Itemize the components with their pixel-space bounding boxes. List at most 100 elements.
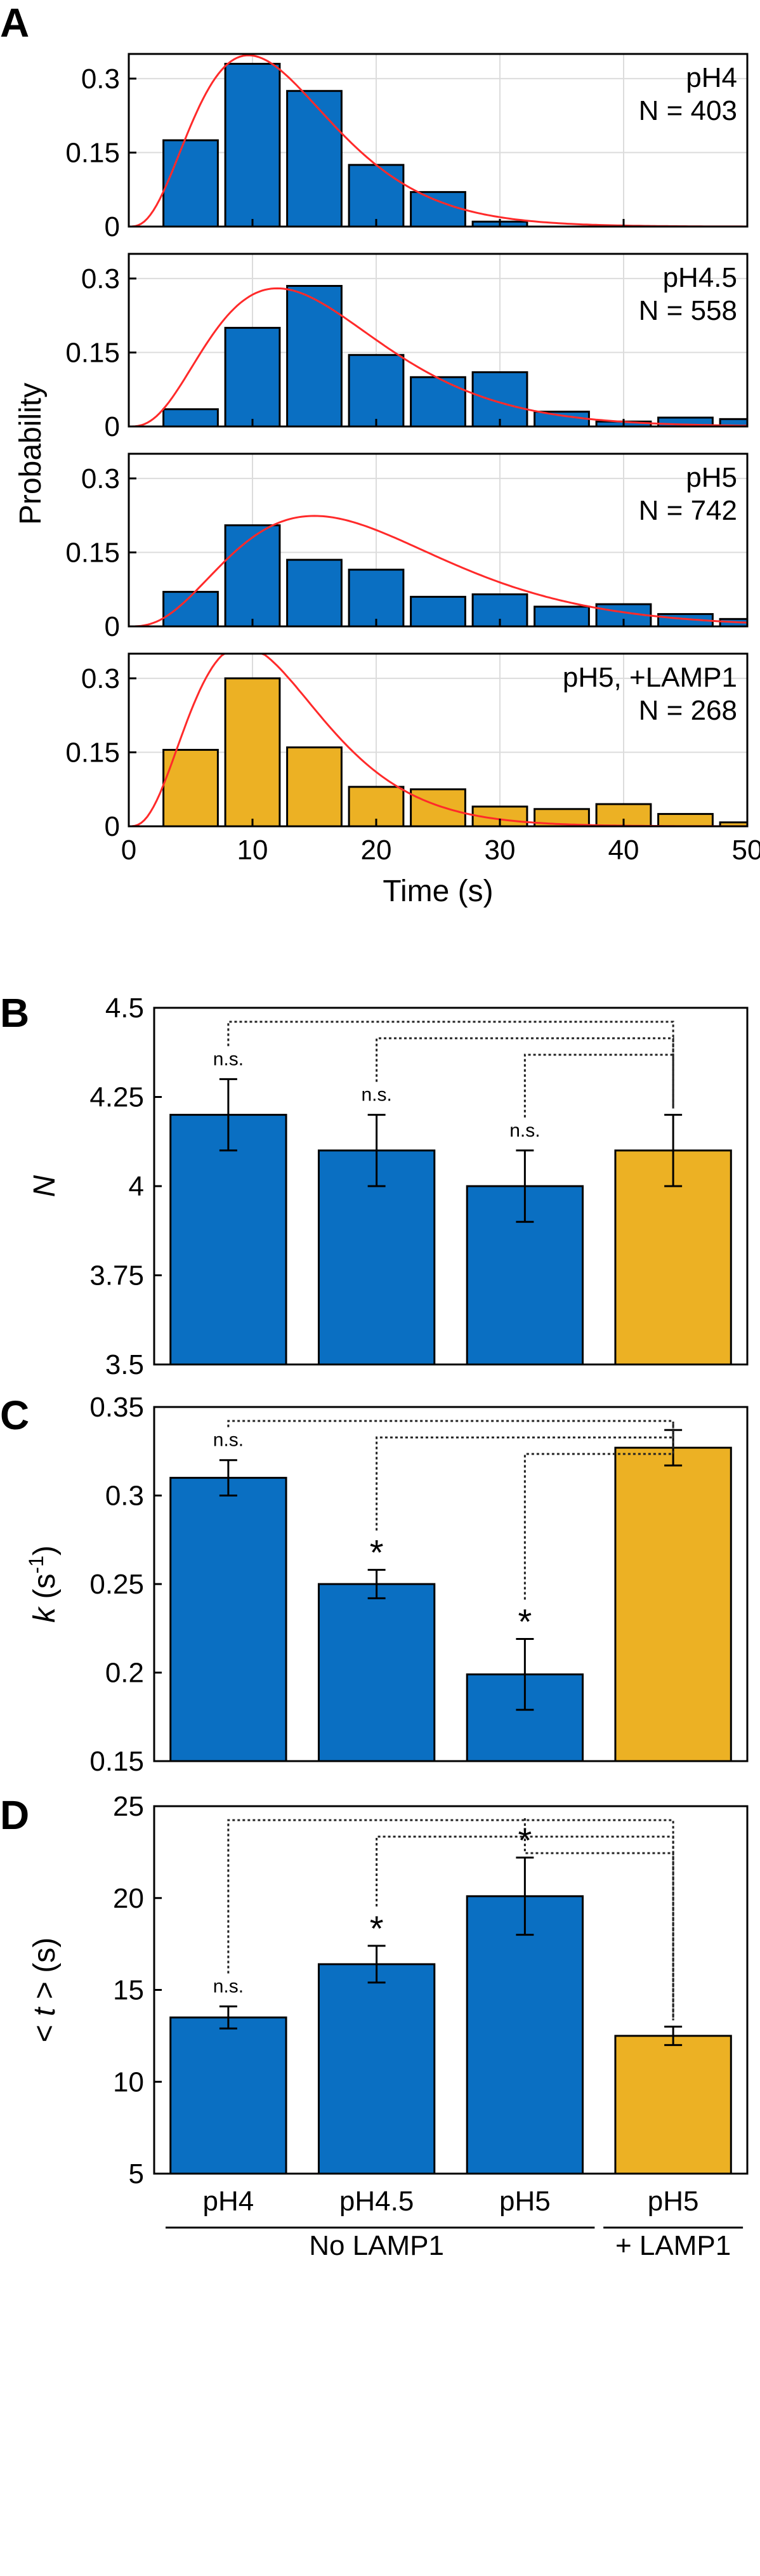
axes-frame bbox=[128, 652, 749, 828]
significance-label: n.s. bbox=[213, 1048, 244, 1069]
panel-letter-b: B bbox=[0, 990, 29, 1036]
histogram-bar bbox=[286, 746, 343, 828]
bar-pH45 bbox=[317, 1583, 436, 1762]
y-tick-label: 4.25 bbox=[89, 1082, 144, 1113]
y-axis-label-part: -1 bbox=[25, 1556, 48, 1573]
y-tick-label: 0.3 bbox=[105, 1481, 144, 1512]
bracket-line bbox=[523, 1054, 674, 1118]
significance-bracket bbox=[523, 1423, 674, 1600]
histogram-bar bbox=[348, 164, 405, 228]
x-category-label: pH5 bbox=[499, 2186, 551, 2217]
histogram-bar bbox=[162, 139, 219, 228]
bracket-line bbox=[376, 1037, 674, 1109]
bar-pH5-lamp1 bbox=[614, 2035, 732, 2175]
histogram-bar bbox=[410, 376, 466, 428]
significance-bracket bbox=[376, 1037, 674, 1109]
significance-label: * bbox=[518, 1601, 532, 1641]
histogram-bar bbox=[162, 408, 219, 428]
y-tick-label: 0.3 bbox=[81, 263, 120, 294]
histogram-bar bbox=[471, 371, 528, 428]
panel-d-bar-chart-mean-time: Dn.s. * * 5 10 15 20 25 < t > (s) pH4 pH4.5 pH5 pH5 N… bbox=[0, 1791, 749, 2261]
histogram-bar bbox=[224, 524, 281, 628]
axes-frame bbox=[128, 53, 749, 228]
subplot-annotation: N = 742 bbox=[639, 495, 737, 526]
y-tick-label: 4 bbox=[129, 1171, 144, 1202]
y-tick-label: 0.25 bbox=[89, 1569, 144, 1600]
y-axis-label-part: t bbox=[28, 2007, 62, 2016]
y-tick-label: 3.5 bbox=[105, 1349, 144, 1380]
subplot-annotation: pH4 bbox=[686, 62, 737, 93]
bar-pH5 bbox=[466, 1895, 584, 2175]
significance-label: * bbox=[370, 1533, 384, 1573]
y-tick-label: 0.15 bbox=[65, 337, 120, 368]
significance-label: n.s. bbox=[361, 1085, 391, 1106]
y-axis-label-part: ) bbox=[28, 1545, 62, 1556]
x-category-label: pH4.5 bbox=[339, 2186, 414, 2217]
significance-bracket bbox=[227, 1819, 674, 2021]
y-axis-label: Probability bbox=[14, 383, 48, 525]
y-tick-label: 0 bbox=[105, 811, 120, 842]
y-tick-label: 0.3 bbox=[81, 463, 120, 494]
significance-label: n.s. bbox=[213, 1430, 244, 1451]
subplot-annotation: N = 403 bbox=[639, 95, 737, 126]
histogram-bar bbox=[534, 411, 590, 428]
y-tick-label: 15 bbox=[113, 1975, 144, 2006]
significance-bracket bbox=[376, 1835, 674, 2021]
y-tick-label: 0.2 bbox=[105, 1658, 144, 1689]
panel-letter-c: C bbox=[0, 1392, 29, 1438]
panel-letter-d: D bbox=[0, 1792, 29, 1838]
axes-frame bbox=[128, 253, 749, 428]
axes-frame bbox=[128, 452, 749, 628]
histogram-bar bbox=[657, 813, 714, 828]
y-tick-label: 4.5 bbox=[105, 993, 144, 1024]
y-axis-label: < t > (s) bbox=[28, 1938, 62, 2042]
y-tick-label: 0.15 bbox=[65, 537, 120, 568]
y-tick-label: 25 bbox=[113, 1791, 144, 1822]
y-tick-label: 0.15 bbox=[65, 737, 120, 768]
histogram-bar bbox=[162, 591, 219, 628]
significance-bracket bbox=[523, 1818, 674, 2021]
x-tick-label: 40 bbox=[608, 835, 639, 866]
histogram-2: 0 0.15 0.3 pH4.5N = 558 bbox=[65, 253, 749, 442]
x-tick-label: 10 bbox=[237, 835, 268, 866]
histogram-bar bbox=[348, 569, 405, 628]
y-tick-label: 0 bbox=[105, 411, 120, 442]
histogram-bar bbox=[410, 788, 466, 828]
bracket-line bbox=[523, 1818, 674, 2021]
histogram-bar bbox=[286, 89, 343, 228]
x-category-label: pH5 bbox=[648, 2186, 699, 2217]
significance-bracket bbox=[523, 1054, 674, 1118]
bracket-line bbox=[227, 1020, 674, 1109]
y-tick-label: 0.15 bbox=[89, 1746, 144, 1777]
bar-pH5-lamp1 bbox=[614, 1446, 732, 1762]
y-axis-label-part: > (s) bbox=[28, 1938, 62, 2008]
histogram-bar bbox=[410, 191, 466, 228]
x-tick-label: 20 bbox=[361, 835, 392, 866]
y-axis-label-part: k bbox=[28, 1606, 62, 1623]
significance-bracket bbox=[376, 1423, 674, 1531]
y-tick-label: 3.75 bbox=[89, 1260, 144, 1291]
x-tick-label: 0 bbox=[121, 835, 136, 866]
x-category-label: pH4 bbox=[203, 2186, 254, 2217]
y-tick-label: 0 bbox=[105, 611, 120, 642]
fit-curve bbox=[129, 515, 748, 628]
bracket-line bbox=[227, 1819, 674, 2021]
subplot-annotation: N = 558 bbox=[639, 295, 737, 326]
significance-bracket bbox=[227, 1020, 674, 1109]
x-axis-label: Time (s) bbox=[383, 875, 493, 908]
y-tick-label: 0.15 bbox=[65, 137, 120, 168]
histogram-bar bbox=[224, 327, 281, 428]
subplot-annotation: N = 268 bbox=[639, 695, 737, 726]
y-tick-label: 5 bbox=[129, 2158, 144, 2190]
y-tick-label: 0.3 bbox=[81, 63, 120, 95]
bracket-line bbox=[227, 1420, 674, 1427]
x-tick-label: 30 bbox=[485, 835, 516, 866]
subplot-annotation: pH4.5 bbox=[663, 262, 737, 293]
subplot-annotation: pH5 bbox=[686, 462, 737, 493]
y-tick-label: 20 bbox=[113, 1883, 144, 1914]
y-tick-label: 0 bbox=[105, 211, 120, 242]
fit-curve bbox=[128, 54, 747, 228]
